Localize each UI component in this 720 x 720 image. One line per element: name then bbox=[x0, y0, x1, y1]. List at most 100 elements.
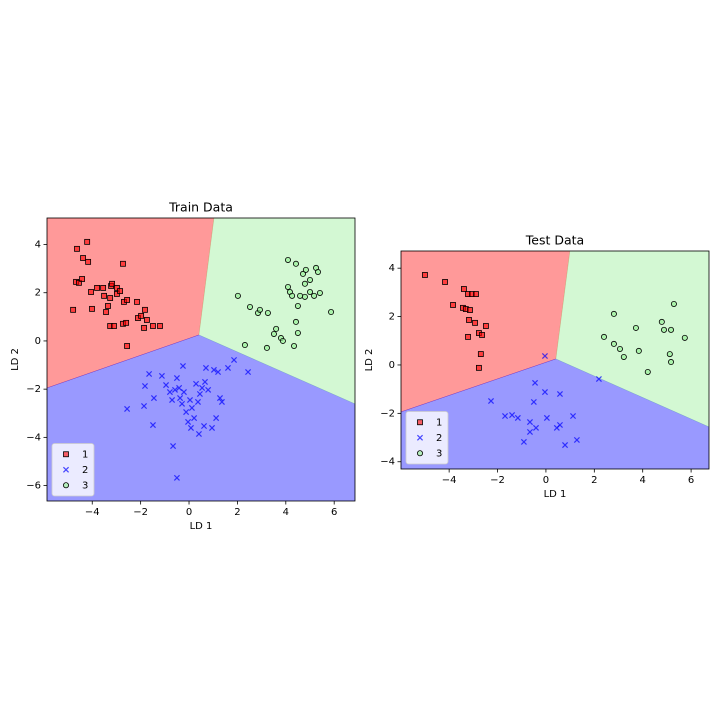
marker-x bbox=[193, 380, 200, 387]
marker-x bbox=[178, 400, 186, 407]
marker-x bbox=[224, 364, 232, 371]
marker-x bbox=[530, 398, 537, 406]
marker-circle bbox=[328, 309, 335, 316]
marker-square bbox=[74, 245, 80, 252]
marker-square bbox=[422, 272, 428, 278]
marker-square bbox=[450, 302, 456, 308]
decision-region bbox=[401, 251, 571, 413]
marker-square bbox=[477, 351, 484, 357]
y-tick-label: −4 bbox=[26, 432, 41, 443]
y-tick-label: −4 bbox=[380, 457, 395, 468]
marker-square bbox=[124, 343, 130, 349]
legend-label: 1 bbox=[436, 417, 442, 428]
x-tick-label: 6 bbox=[688, 475, 694, 486]
marker-x bbox=[416, 434, 424, 441]
marker-circle bbox=[681, 334, 688, 341]
marker-circle bbox=[635, 347, 642, 354]
marker-square bbox=[150, 323, 156, 329]
marker-circle bbox=[306, 276, 313, 283]
marker-square bbox=[94, 285, 100, 291]
x-tick-label: −2 bbox=[133, 507, 148, 518]
marker-circle bbox=[302, 266, 309, 273]
marker-square bbox=[142, 306, 148, 313]
marker-x bbox=[520, 438, 527, 445]
marker-x bbox=[171, 386, 179, 393]
marker-circle bbox=[314, 268, 321, 275]
marker-square bbox=[124, 297, 130, 303]
legend-label: 2 bbox=[436, 433, 442, 444]
chart-title: Train Data bbox=[168, 200, 233, 215]
marker-square bbox=[80, 255, 86, 261]
decision-region bbox=[401, 358, 709, 469]
marker-circle bbox=[284, 283, 291, 290]
plot-area bbox=[47, 218, 355, 501]
marker-circle bbox=[294, 329, 301, 336]
marker-x bbox=[201, 378, 209, 385]
marker-square bbox=[79, 276, 85, 282]
marker-square bbox=[138, 312, 145, 319]
y-tick-label: 4 bbox=[35, 240, 41, 251]
axes-frame bbox=[46, 217, 356, 502]
marker-square bbox=[141, 325, 147, 331]
marker-square bbox=[114, 285, 120, 291]
marker-x bbox=[176, 384, 183, 391]
marker-circle bbox=[234, 292, 241, 299]
plot: −4 −2 0 2 4 6 −6 −4 −2 0 2 4 Train Data LD 1 LD 2 1 2 3 bbox=[10, 200, 356, 532]
legend-label: 3 bbox=[436, 448, 442, 459]
marker-square bbox=[76, 279, 82, 286]
marker-x bbox=[556, 421, 563, 428]
y-tick-label: 0 bbox=[389, 360, 395, 371]
y-tick-label: 4 bbox=[389, 263, 395, 274]
marker-x bbox=[202, 364, 209, 371]
marker-square bbox=[123, 319, 130, 326]
axes-frame bbox=[400, 250, 710, 470]
x-axis-label: LD 1 bbox=[190, 521, 213, 532]
marker-circle bbox=[289, 292, 296, 299]
marker-x bbox=[526, 419, 533, 426]
marker-circle bbox=[263, 344, 270, 351]
marker-x bbox=[187, 424, 194, 431]
marker-circle bbox=[306, 289, 313, 296]
marker-x bbox=[218, 398, 225, 405]
marker-square bbox=[483, 323, 489, 329]
marker-circle bbox=[610, 340, 617, 347]
marker-circle bbox=[299, 270, 306, 277]
marker-x bbox=[194, 398, 202, 405]
marker-circle bbox=[316, 289, 323, 296]
marker-square bbox=[63, 451, 69, 458]
marker-square bbox=[134, 298, 140, 305]
marker-circle bbox=[668, 326, 675, 333]
marker-circle bbox=[610, 310, 617, 317]
marker-x bbox=[487, 397, 495, 405]
y-axis-label: LD 2 bbox=[364, 349, 375, 372]
marker-circle bbox=[301, 280, 308, 287]
marker-circle bbox=[270, 330, 277, 337]
marker-square bbox=[105, 303, 111, 309]
x-tick-label: −2 bbox=[490, 475, 505, 486]
marker-square bbox=[101, 292, 107, 299]
marker-square bbox=[111, 323, 117, 329]
y-axis-label: LD 2 bbox=[10, 348, 21, 371]
marker-x bbox=[183, 409, 190, 416]
marker-square bbox=[109, 280, 115, 287]
marker-square bbox=[144, 317, 150, 323]
marker-x bbox=[210, 366, 217, 373]
decision-region bbox=[555, 251, 709, 428]
marker-x bbox=[170, 443, 177, 450]
plot: −4 −2 0 2 4 6 −4 −2 0 2 4 Test Data LD 1 LD 2 1 2 3 bbox=[364, 233, 710, 500]
marker-circle bbox=[658, 318, 665, 325]
marker-x bbox=[149, 422, 156, 429]
marker-x bbox=[179, 362, 186, 370]
marker-x bbox=[146, 370, 153, 377]
x-tick-label: 4 bbox=[283, 507, 289, 518]
marker-x bbox=[141, 382, 149, 390]
y-tick-label: 2 bbox=[389, 312, 395, 323]
marker-x bbox=[200, 423, 208, 430]
marker-x bbox=[216, 395, 224, 402]
chart-title: Test Data bbox=[525, 233, 584, 248]
marker-circle bbox=[311, 292, 318, 299]
marker-x bbox=[208, 424, 216, 431]
marker-square bbox=[103, 309, 109, 315]
marker-x bbox=[509, 412, 516, 419]
marker-x bbox=[543, 414, 550, 421]
